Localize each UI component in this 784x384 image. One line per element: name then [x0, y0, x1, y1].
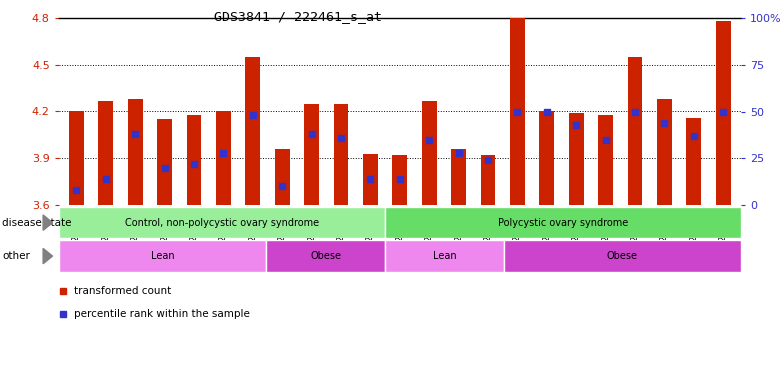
Text: Obese: Obese — [310, 251, 341, 261]
Point — [688, 133, 700, 139]
Point — [599, 136, 612, 142]
Bar — [128, 99, 143, 205]
Point — [481, 157, 494, 163]
Point — [717, 108, 729, 114]
Point — [246, 112, 259, 118]
Bar — [158, 119, 172, 205]
Bar — [385, 207, 741, 238]
Point — [276, 183, 289, 189]
Bar — [539, 111, 554, 205]
Point — [570, 121, 583, 127]
Text: Lean: Lean — [433, 251, 456, 261]
Bar — [385, 240, 503, 272]
Bar — [99, 101, 113, 205]
Text: GDS3841 / 222461_s_at: GDS3841 / 222461_s_at — [214, 10, 382, 23]
Bar — [716, 21, 731, 205]
Point — [394, 176, 406, 182]
Bar — [569, 113, 583, 205]
Text: Lean: Lean — [151, 251, 174, 261]
Bar — [363, 154, 378, 205]
Point — [129, 131, 141, 137]
Bar — [267, 240, 385, 272]
Bar — [245, 57, 260, 205]
Bar — [216, 111, 230, 205]
Point — [364, 176, 376, 182]
Point — [511, 108, 524, 114]
Bar — [452, 149, 466, 205]
Bar — [503, 240, 741, 272]
Point — [71, 187, 82, 193]
Point — [100, 176, 112, 182]
Bar — [628, 57, 642, 205]
Bar — [187, 114, 201, 205]
Bar — [59, 240, 267, 272]
Point — [335, 135, 347, 141]
Bar — [59, 207, 385, 238]
Point — [452, 149, 465, 156]
Text: percentile rank within the sample: percentile rank within the sample — [74, 309, 250, 319]
Bar — [334, 104, 348, 205]
Bar — [69, 111, 84, 205]
Point — [629, 108, 641, 114]
Bar — [304, 104, 319, 205]
Point — [540, 108, 553, 114]
Text: Obese: Obese — [607, 251, 637, 261]
Bar — [687, 118, 701, 205]
Bar — [422, 101, 437, 205]
Bar — [598, 114, 613, 205]
Point — [423, 136, 435, 142]
Point — [158, 164, 171, 170]
Bar — [393, 155, 407, 205]
Bar — [275, 149, 289, 205]
Text: Control, non-polycystic ovary syndrome: Control, non-polycystic ovary syndrome — [125, 218, 319, 228]
Point — [659, 120, 671, 126]
Bar — [481, 155, 495, 205]
Text: disease state: disease state — [2, 218, 72, 228]
Text: Polycystic ovary syndrome: Polycystic ovary syndrome — [498, 218, 628, 228]
Point — [305, 131, 318, 137]
Bar — [510, 18, 524, 205]
Text: other: other — [2, 251, 31, 261]
Text: transformed count: transformed count — [74, 286, 172, 296]
Point — [187, 161, 200, 167]
Bar — [657, 99, 672, 205]
Point — [217, 149, 230, 156]
